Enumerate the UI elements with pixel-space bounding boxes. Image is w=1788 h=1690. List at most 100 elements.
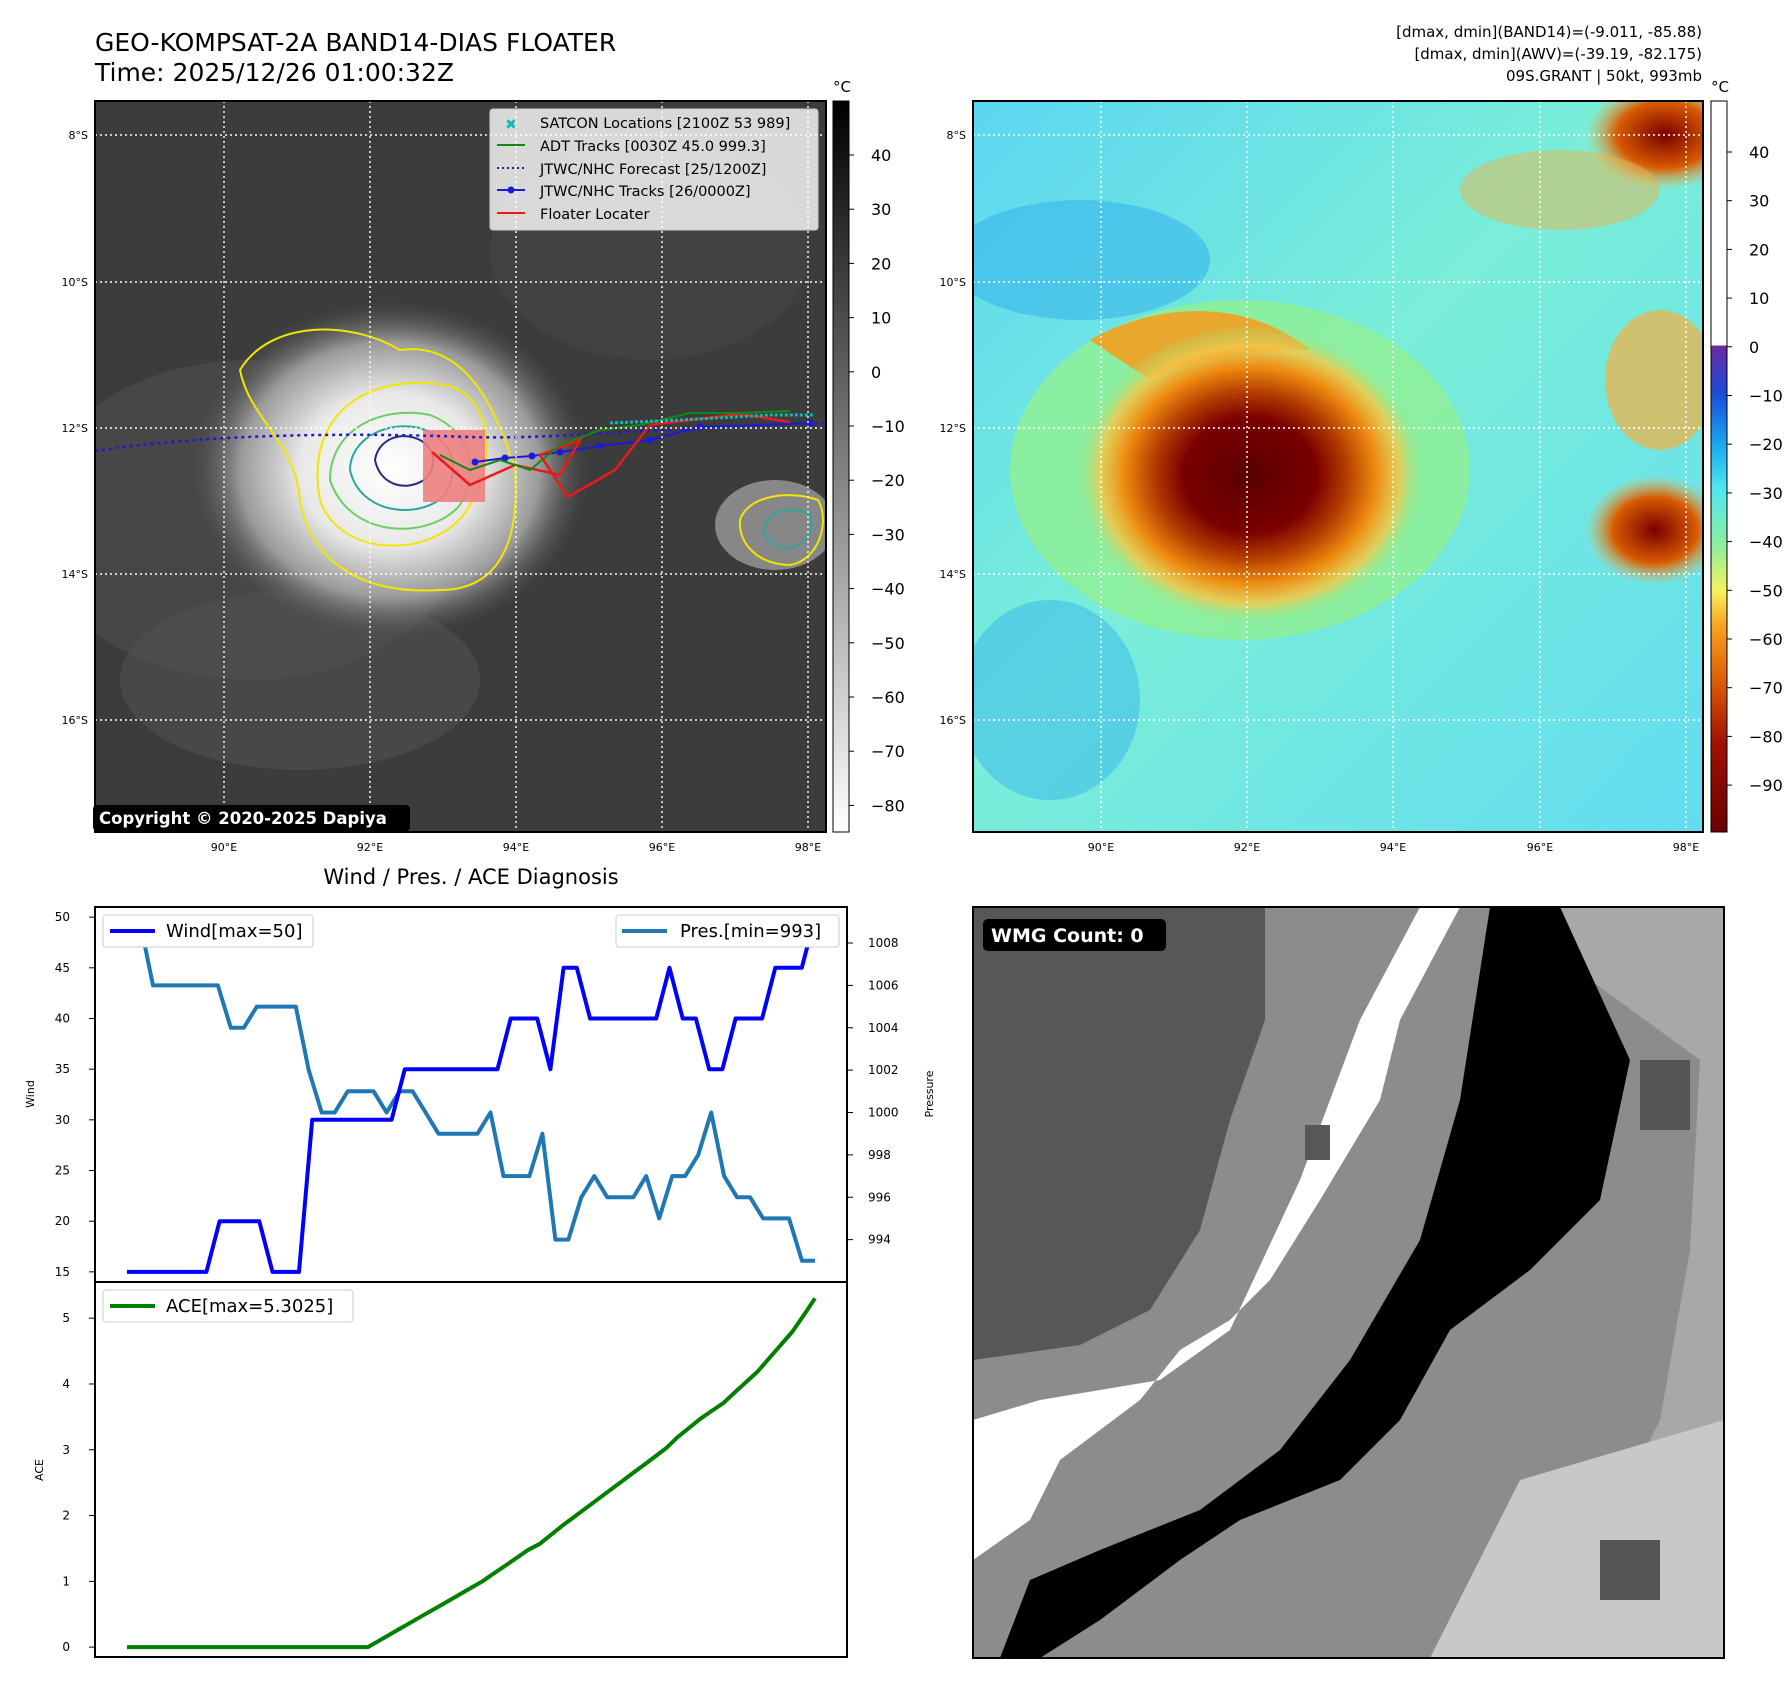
colorbar1-ticks: 40 30 20 10 0 −10 −20 −30 −40 −50 −60 −70 −80 (849, 146, 905, 815)
wind-tick-label: 50 (55, 910, 70, 924)
lat-label: 10°S (62, 276, 88, 289)
legend-floater: Floater Locater (540, 207, 649, 223)
colorbar-tick-label: −80 (871, 796, 905, 815)
colorbar-tick-label: −90 (1749, 776, 1783, 795)
band14-map-panel: 8°S 10°S 12°S 14°S 16°S 90°E 92°E 94°E 9… (62, 100, 827, 854)
figure-time: Time: 2025/12/26 01:00:32Z (94, 58, 454, 87)
ace-plot-area (95, 1282, 847, 1657)
pressure-legend: Pres.[min=993] (615, 914, 840, 948)
info-awv-range: [dmax, dmin](AWV)=(-39.19, -82.175) (1414, 45, 1702, 63)
warm-cell-e (1605, 310, 1703, 450)
colorbar2-unit: °C (1711, 78, 1729, 96)
colorbar-tick-label: 30 (1749, 192, 1769, 211)
wind-legend-label: Wind[max=50] (166, 921, 303, 942)
jtwc-legend-marker-icon (507, 186, 515, 194)
floater-locater-track (431, 412, 791, 499)
dias-map-panel: 8°S 10°S 12°S 14°S 16°S 90°E 92°E 94°E 9… (940, 100, 1704, 854)
lat-label: 16°S (940, 714, 966, 727)
lon-label: 90°E (211, 841, 237, 854)
wind-tick-label: 25 (55, 1164, 70, 1178)
colorbar-tick-label: −30 (1749, 484, 1783, 503)
map2-lat-labels: 8°S 10°S 12°S 14°S 16°S (940, 129, 966, 727)
map2-gridlines (973, 101, 1703, 832)
wind-tick-label: 30 (55, 1113, 70, 1127)
wind-series-line (127, 916, 817, 1274)
colorbar-tick-label: −60 (871, 688, 905, 707)
colorbar2-gradient (1710, 100, 1728, 833)
colorbar-tick-label: −10 (871, 417, 905, 436)
lat-label: 10°S (940, 276, 966, 289)
wmg-panel: WMG Count: 0 (972, 906, 1725, 1659)
satcon-marker-icon: ✖ (505, 117, 517, 133)
wind-tick-label: 15 (55, 1265, 70, 1279)
lon-label: 94°E (503, 841, 529, 854)
ace-tick-label: 4 (62, 1377, 70, 1391)
wmg-pixel-block (1640, 1060, 1690, 1130)
wind-legend-box (102, 914, 314, 948)
pressure-tick-label: 1002 (868, 1063, 899, 1077)
wmg-black-band (1000, 907, 1630, 1658)
map2-lon-labels: 90°E 92°E 94°E 96°E 98°E (1088, 841, 1699, 854)
contour-yellow (316, 381, 488, 547)
wind-axis-label: Wind (24, 1080, 37, 1108)
wmg-dark-region (973, 907, 1265, 1360)
wind-axis-ticks: 15 20 25 30 35 40 45 50 (55, 910, 95, 1279)
wmg-pixel-block (1600, 1540, 1660, 1600)
lon-label: 94°E (1380, 841, 1406, 854)
map1-lat-labels: 8°S 10°S 12°S 14°S 16°S (62, 129, 88, 727)
colorbar-tick-label: 30 (871, 200, 891, 219)
map1-legend: ✖ SATCON Locations [2100Z 53 989] ADT Tr… (489, 108, 819, 231)
ace-series-line (127, 1297, 817, 1650)
lon-label: 98°E (795, 841, 821, 854)
band14-colorbar: °C 40 30 20 10 0 −10 −20 −30 −40 −50 −60 −70 −80 (832, 78, 905, 833)
copyright-badge (93, 805, 410, 831)
wmg-count-badge (983, 919, 1166, 951)
legend-jtwc-forecast: JTWC/NHC Forecast [25/1200Z] (539, 162, 766, 178)
ace-tick-label: 1 (62, 1574, 70, 1588)
colorbar-tick-label: 20 (871, 254, 891, 273)
colorbar-tick-label: −20 (1749, 435, 1783, 454)
colorbar-tick-label: 40 (1749, 143, 1769, 162)
wind-pressure-chart: 15 20 25 30 35 40 45 50 994 996 998 1000 1002 1004 10… (24, 906, 936, 1283)
wind-tick-label: 45 (55, 961, 70, 975)
wind-tick-label: 35 (55, 1062, 70, 1076)
colorbar-tick-label: −40 (871, 580, 905, 599)
pressure-tick-label: 994 (868, 1233, 891, 1247)
wind-legend: Wind[max=50] (102, 914, 314, 948)
dias-map-frame (972, 100, 1704, 833)
colorbar2-ticks: 40 30 20 10 0 −10 −20 −30 −40 −50 −60 −70 −80 −90 (1727, 143, 1783, 795)
legend-jtwc-tracks: JTWC/NHC Tracks [26/0000Z] (539, 184, 751, 200)
colorbar-tick-label: −50 (1749, 581, 1783, 600)
dry-region (973, 200, 1210, 320)
colorbar-tick-label: 0 (1749, 338, 1759, 357)
lat-label: 8°S (947, 129, 966, 142)
lon-label: 90°E (1088, 841, 1114, 854)
colorbar-tick-label: −10 (1749, 387, 1783, 406)
lon-label: 98°E (1673, 841, 1699, 854)
wmg-frame (972, 906, 1725, 1659)
ace-axis-label: ACE (33, 1459, 46, 1481)
ace-tick-label: 3 (62, 1443, 70, 1457)
wmg-white-band (973, 907, 1460, 1560)
lon-label: 92°E (357, 841, 383, 854)
adt-track (439, 410, 791, 472)
colorbar-tick-label: −30 (871, 525, 905, 544)
pressure-legend-box (615, 914, 840, 948)
colorbar-tick-label: −40 (1749, 533, 1783, 552)
colorbar-tick-label: −80 (1749, 727, 1783, 746)
ace-plot-frame (94, 1281, 848, 1658)
lat-label: 12°S (62, 422, 88, 435)
contour-yellow (738, 494, 824, 567)
copyright-text: Copyright © 2020-2025 Dapiya (99, 809, 387, 828)
convective-streaks (1460, 150, 1660, 230)
wmg-count-label: WMG Count: 0 (991, 925, 1144, 947)
legend-box (489, 108, 819, 231)
wind-tick-label: 20 (55, 1214, 70, 1228)
map1-lon-labels: 90°E 92°E 94°E 96°E 98°E (211, 841, 821, 854)
lon-label: 92°E (1234, 841, 1260, 854)
figure-title: GEO-KOMPSAT-2A BAND14-DIAS FLOATER (95, 28, 616, 57)
info-band14-range: [dmax, dmin](BAND14)=(-9.011, -85.88) (1396, 23, 1702, 41)
dry-region (973, 600, 1140, 800)
colorbar1-unit: °C (833, 78, 851, 96)
